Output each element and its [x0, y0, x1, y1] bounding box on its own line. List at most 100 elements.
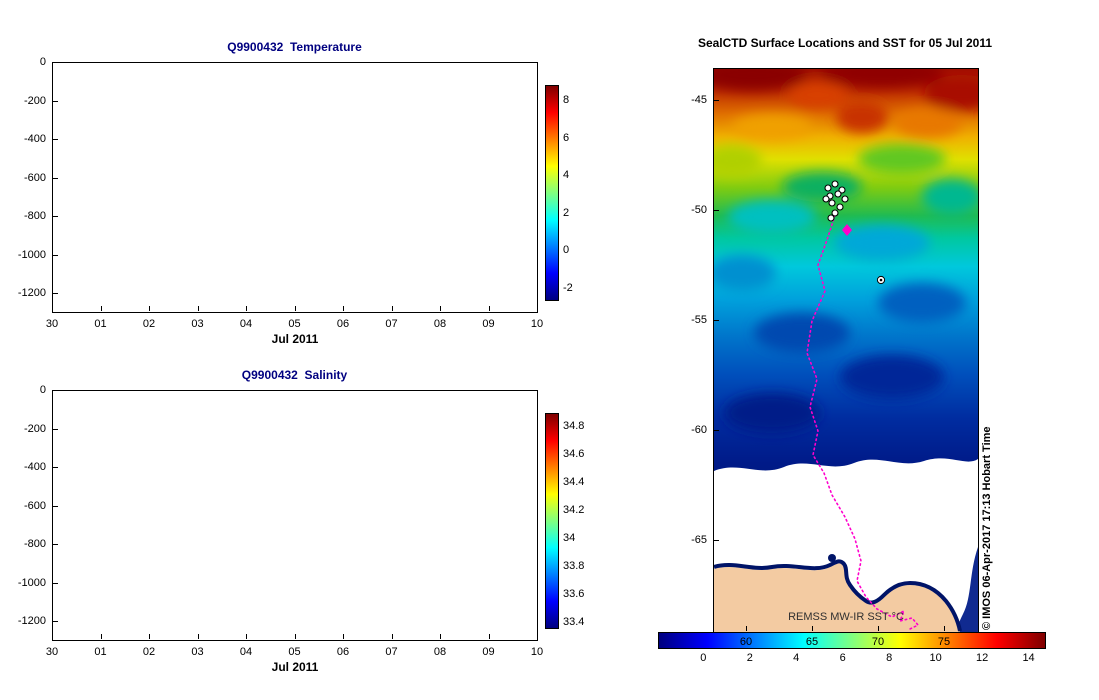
island-dot [828, 554, 836, 562]
secondary-seal-marker [876, 275, 886, 285]
tick-mark [53, 100, 58, 102]
tick-mark [53, 390, 58, 391]
salinity-colorbar [545, 413, 559, 629]
date-axis-tick-label: 10 [530, 318, 544, 330]
depth-axis-tick-label: -600 [23, 499, 46, 512]
date-axis-tick-label: 08 [433, 646, 447, 658]
tick-mark [53, 254, 58, 256]
tick-mark [294, 306, 296, 311]
date-axis-tick-label: 03 [191, 646, 204, 658]
tick-mark [53, 293, 58, 294]
tick-mark [440, 306, 441, 311]
sst-eddies [714, 69, 978, 433]
date-axis-tick-label: 07 [385, 646, 398, 658]
map-longitude-tick-label: 70 [871, 636, 885, 648]
colorbar-tick-label: 8 [563, 94, 570, 107]
tick-mark [714, 100, 719, 101]
date-axis-tick-label: 06 [336, 646, 350, 658]
depth-axis-tick-label: -200 [23, 422, 46, 435]
temperature-colorbar [545, 85, 559, 301]
map-latitude-tick-label: -60 [691, 424, 707, 436]
map-longitude-tick-label: 65 [805, 636, 819, 648]
depth-axis-tick-label: -800 [23, 210, 46, 222]
depth-axis-tick-label: -600 [23, 171, 46, 184]
tick-mark [537, 634, 538, 639]
date-axis-tick-label: 07 [385, 318, 398, 330]
tick-mark [944, 626, 945, 631]
tick-mark [537, 306, 538, 311]
colorbar-tick-label: 4 [563, 169, 570, 182]
colorbar-tick-label: 34.2 [563, 503, 585, 516]
coastal-water-bottom-right [957, 547, 978, 633]
tick-mark [246, 306, 247, 311]
map-colorbar-tick-label: 8 [886, 652, 893, 664]
date-axis-tick-label: 09 [482, 318, 495, 330]
depth-axis-tick-label: 0 [39, 384, 46, 396]
map-longitude-tick-label: 75 [937, 636, 951, 648]
colorbar-tick-label: 34 [563, 531, 576, 544]
map-colorbar-tick-label: 4 [793, 652, 800, 664]
imos-credit-text: © IMOS 06-Apr-2017 17:13 Hobart Time [981, 426, 993, 630]
tick-mark [746, 626, 747, 631]
tick-mark [53, 139, 58, 140]
date-axis-tick-label: 01 [94, 318, 107, 330]
colorbar-tick-label: 6 [563, 131, 570, 144]
tick-mark [714, 430, 719, 431]
temperature-plot-axes [52, 62, 538, 313]
tick-mark [53, 428, 58, 430]
sst-product-label: REMSS MW-IR SST °C [788, 611, 904, 623]
seal-surface-location-cluster [822, 180, 849, 222]
map-latitude-tick-label: -55 [691, 314, 707, 326]
salinity-plot-title: Q9900432 Salinity [241, 368, 348, 382]
date-axis-tick-label: 06 [336, 318, 350, 330]
depth-axis-tick-label: -1200 [17, 287, 46, 299]
colorbar-tick-label: 2 [563, 206, 570, 219]
date-axis-tick-label: 04 [239, 318, 253, 330]
coastline [714, 559, 962, 632]
colorbar-tick-label: 34.6 [563, 447, 585, 460]
map-latitude-tick-label: -50 [691, 204, 707, 216]
tick-mark [53, 582, 58, 584]
tick-mark [53, 467, 58, 468]
tick-mark [488, 306, 490, 311]
map-axes: REMSS MW-IR SST °C [713, 68, 979, 634]
date-axis-tick-label: 05 [288, 646, 301, 658]
map-colorbar-tick-label: 10 [929, 652, 942, 664]
tick-mark [488, 634, 490, 639]
date-axis-tick-label: 08 [433, 318, 447, 330]
salinity-x-axis-label: Jul 2011 [271, 660, 319, 674]
date-axis-tick-label: 04 [239, 646, 253, 658]
salinity-plot-axes [52, 390, 538, 641]
antarctica-land [714, 563, 960, 633]
tick-mark [391, 306, 393, 311]
map-colorbar-tick-label: 2 [746, 652, 753, 664]
tick-mark [52, 306, 53, 311]
tick-mark [714, 210, 719, 211]
date-axis-tick-label: 05 [288, 318, 301, 330]
tick-mark [53, 62, 58, 63]
tick-mark [52, 634, 53, 639]
colorbar-tick-label: 33.8 [563, 559, 585, 572]
map-latitude-tick-label: -65 [691, 534, 707, 546]
temperature-x-axis-label: Jul 2011 [271, 332, 319, 346]
depth-axis-tick-label: 0 [39, 56, 46, 68]
colorbar-tick-label: 34.8 [563, 419, 585, 432]
map-longitude-tick-label: 60 [739, 636, 753, 648]
depth-axis-tick-label: -400 [23, 133, 46, 145]
tick-mark [714, 320, 719, 321]
depth-axis-tick-label: -200 [23, 94, 46, 107]
date-axis-tick-label: 02 [142, 318, 156, 330]
temperature-plot-title: Q9900432 Temperature [227, 40, 362, 54]
tick-mark [812, 626, 813, 631]
map-title: SealCTD Surface Locations and SST for 05… [697, 36, 993, 50]
tick-mark [878, 626, 879, 631]
tick-mark [53, 505, 58, 507]
tick-mark [53, 177, 58, 179]
colorbar-tick-label: 34.4 [563, 475, 585, 488]
date-axis-tick-label: 30 [45, 646, 59, 658]
tick-mark [100, 634, 102, 639]
date-axis-tick-label: 09 [482, 646, 495, 658]
tick-mark [100, 306, 102, 311]
map-colorbar-tick-label: 0 [700, 652, 707, 664]
